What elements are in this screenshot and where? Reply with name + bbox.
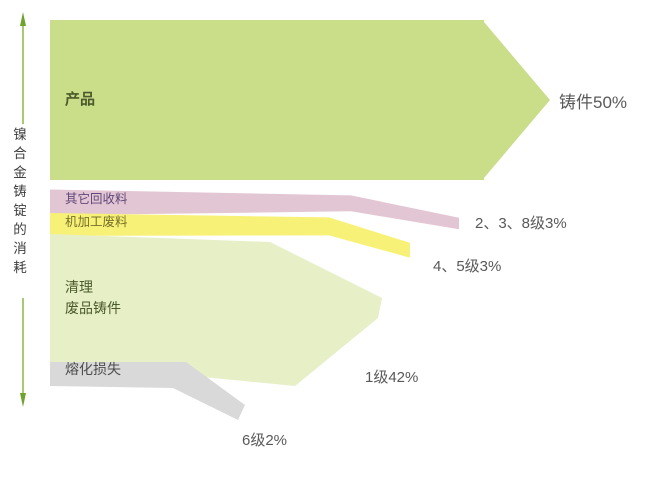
svg-text:2、3、8级3%: 2、3、8级3% [475, 215, 567, 232]
svg-text:消: 消 [13, 241, 27, 256]
svg-text:清理: 清理 [65, 279, 93, 295]
svg-text:金: 金 [13, 165, 27, 180]
svg-text:6级2%: 6级2% [242, 432, 287, 449]
svg-text:锭: 锭 [13, 203, 27, 218]
svg-text:的: 的 [13, 222, 27, 237]
svg-text:耗: 耗 [13, 260, 27, 275]
svg-text:机加工废料: 机加工废料 [65, 214, 128, 229]
svg-text:产品: 产品 [65, 90, 95, 108]
svg-text:废品铸件: 废品铸件 [65, 300, 121, 316]
svg-text:合: 合 [13, 146, 27, 161]
svg-text:其它回收料: 其它回收料 [65, 191, 128, 206]
svg-text:4、5级3%: 4、5级3% [433, 258, 501, 275]
svg-text:1级42%: 1级42% [365, 369, 418, 386]
svg-text:铸件50%: 铸件50% [559, 93, 627, 112]
svg-text:熔化损失: 熔化损失 [65, 361, 121, 377]
svg-text:铸: 铸 [13, 184, 27, 199]
svg-text:镍: 镍 [13, 127, 27, 142]
